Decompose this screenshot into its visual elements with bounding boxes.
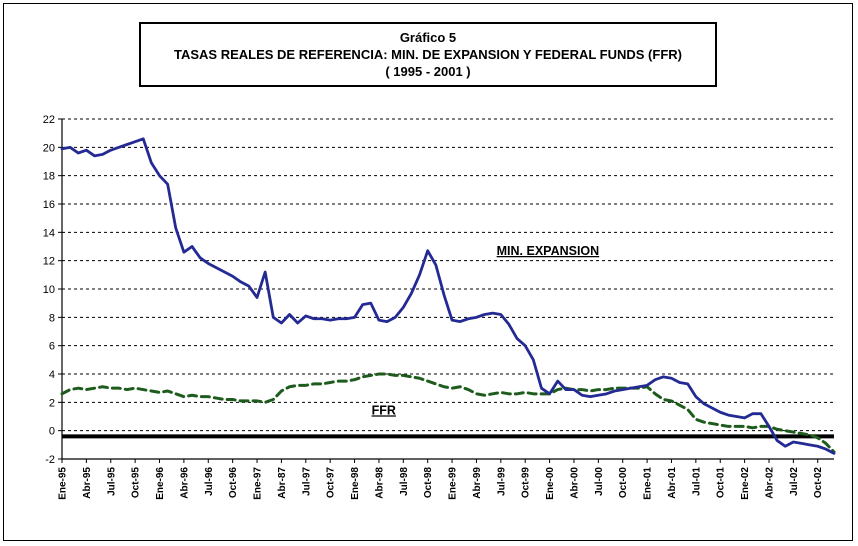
chart-area: -2 0 2 4 6 8 10 12 14 16 18 20 22 Ene-95 Abr-95 Jul-95 O… [4,95,852,538]
ffr-label: FFR [372,403,396,417]
x-tick-label: Oct-02 [813,467,824,499]
chart-title-box: Gráfico 5 TASAS REALES DE REFERENCIA: MI… [139,22,717,87]
x-tick-label: Jul-98 [399,467,410,496]
x-tick-label: Ene-02 [740,467,751,500]
min-expansion-label: MIN. EXPANSION [497,244,600,258]
series-annotations: MIN. EXPANSION FFR [372,244,600,417]
y-tick-label: 12 [43,256,55,268]
gridlines [62,118,834,432]
chart-title-line2: TASAS REALES DE REFERENCIA: MIN. DE EXPA… [173,47,682,62]
x-tick-label: Abr-87 [277,467,288,499]
x-tick-label: Oct-96 [228,467,239,499]
ffr-line [60,372,836,454]
y-tick-label: 10 [43,284,55,296]
x-tick-label: Oct-97 [326,467,337,499]
x-tick-label: Abr-01 [667,467,678,499]
x-tick-label: Jul-02 [789,467,800,496]
x-tick-label: Oct-00 [618,467,629,499]
x-tick-label: Ene-95 [58,467,69,500]
chart-title-line3: ( 1995 - 2001 ) [385,64,471,79]
x-tick-label: Abr-99 [472,467,483,499]
x-tick-label: Abr-02 [764,467,775,499]
y-tick-label: 2 [49,397,55,409]
y-tick-label: 14 [43,227,55,239]
x-tick-label: Jul-97 [301,467,312,496]
chart-title-line1: Gráfico 5 [399,30,457,45]
y-tick-label: 0 [49,426,55,438]
y-tick-label: 16 [43,199,55,211]
y-tick-label: 4 [49,369,55,381]
x-tick-label: Ene-97 [253,467,264,500]
x-tick-label: Ene-01 [643,467,654,500]
y-tick-label: 22 [43,114,55,126]
x-tick-label: Oct-95 [131,467,142,499]
line-chart: -2 0 2 4 6 8 10 12 14 16 18 20 22 Ene-95 Abr-95 Jul-95 O… [43,114,836,500]
y-tick-label: 6 [49,341,55,353]
x-tick-label: Abr-98 [374,467,385,499]
x-tick-label: Jul-95 [106,467,117,496]
x-tick-label: Ene-98 [350,467,361,500]
x-tick-label: Oct-99 [521,467,532,499]
y-axis-labels: -2 0 2 4 6 8 10 12 14 16 18 20 22 [43,114,62,466]
x-axis-labels: Ene-95 Abr-95 Jul-95 Oct-95 Ene-96 Abr-96 Jul-… [58,459,824,500]
x-tick-label: Ene-96 [155,467,166,500]
y-tick-label: -2 [45,454,55,466]
min-expansion-line [60,137,836,455]
y-tick-label: 8 [49,312,55,324]
x-tick-label: Jul-01 [691,467,702,496]
x-tick-label: Oct-98 [423,467,434,499]
x-tick-label: Abr-95 [82,467,93,499]
x-tick-label: Jul-99 [496,467,507,496]
x-tick-label: Abr-96 [179,467,190,499]
x-tick-label: Oct-01 [716,467,727,499]
y-tick-label: 18 [43,171,55,183]
x-tick-label: Ene-99 [448,467,459,500]
x-tick-label: Jul-96 [204,467,215,496]
x-tick-label: Ene-00 [545,467,556,500]
y-tick-label: 20 [43,142,55,154]
x-tick-label: Abr-00 [569,467,580,499]
figure-frame: Gráfico 5 TASAS REALES DE REFERENCIA: MI… [3,3,853,541]
x-tick-label: Jul-00 [594,467,605,496]
